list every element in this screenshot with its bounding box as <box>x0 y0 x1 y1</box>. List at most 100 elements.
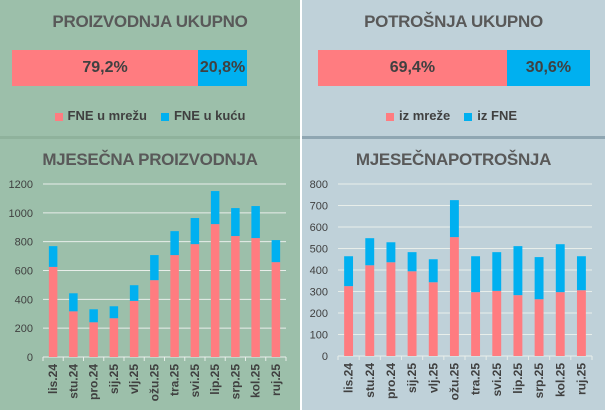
x-tick-label: tra.25 <box>168 364 182 396</box>
y-tick-label: 1000 <box>9 208 33 220</box>
bar-segment-blue <box>513 246 523 296</box>
x-tick-label: lis.24 <box>342 363 356 393</box>
legend-swatch <box>54 112 63 121</box>
consumption-total-title: POTROŠNJA UKUPNO <box>364 12 543 31</box>
y-tick-label: 200 <box>15 323 33 335</box>
y-tick-label: 700 <box>310 201 328 213</box>
x-tick-label: stu.24 <box>363 363 377 398</box>
y-tick-label: 600 <box>310 222 328 234</box>
legend-swatch <box>160 112 169 121</box>
bar-segment-red <box>150 280 159 357</box>
bar-segment-red <box>129 300 139 357</box>
y-tick-label: 600 <box>15 266 33 278</box>
x-tick-label: kol.25 <box>249 364 263 398</box>
bar-segment-red <box>513 295 523 356</box>
bar-segment-blue <box>271 240 281 263</box>
bar-segment-red <box>365 265 375 356</box>
production-total-title: PROIZVODNJA UKUPNO <box>52 12 248 31</box>
y-tick-label: 300 <box>310 287 328 299</box>
x-tick-label: lip.25 <box>511 363 525 394</box>
monthly-production-title: MJESEČNA PROIZVODNJA <box>42 150 258 169</box>
x-tick-label: srp.25 <box>228 364 242 400</box>
legend-swatch <box>464 112 473 121</box>
fne-share-segment: 30,6% <box>506 50 590 86</box>
x-tick-label: ruj.25 <box>269 364 283 396</box>
production-total-panel: PROIZVODNJA UKUPNO 79,2% 20,8% FNE u mre… <box>0 0 300 137</box>
bar-segment-blue <box>365 238 375 266</box>
production-legend: FNE u mrežu FNE u kuću <box>0 108 300 123</box>
home-share-segment: 20,8% <box>198 50 247 86</box>
x-tick-label: pro.24 <box>87 364 101 400</box>
x-tick-label: sij.25 <box>405 363 419 393</box>
y-tick-label: 500 <box>310 244 328 256</box>
bar-segment-blue <box>534 257 544 300</box>
bar-segment-red <box>231 236 240 357</box>
monthly-consumption-title: MJESEČNAPOTROŠNJA <box>355 150 552 169</box>
x-tick-label: srp.25 <box>532 363 546 399</box>
bar-segment-red <box>555 292 565 356</box>
legend-label: FNE u kuću <box>173 108 246 123</box>
bar-segment-blue <box>576 256 586 291</box>
bar-segment-red <box>109 318 119 357</box>
y-tick-label: 800 <box>310 179 328 191</box>
bar-segment-blue <box>251 206 260 239</box>
bar-segment-red <box>344 286 354 356</box>
bar-segment-blue <box>428 259 438 283</box>
bar-segment-red <box>210 224 220 357</box>
x-tick-label: stu.24 <box>66 364 80 399</box>
x-tick-label: sij.25 <box>107 364 121 394</box>
x-tick-label: tra.25 <box>469 363 483 395</box>
bar-segment-red <box>89 322 98 357</box>
bar-segment-blue <box>471 256 481 293</box>
bar-segment-blue <box>89 309 98 323</box>
divider <box>302 136 605 139</box>
bar-segment-blue <box>449 200 459 238</box>
bar-segment-red <box>449 237 459 356</box>
bar-segment-red <box>576 290 586 356</box>
legend-item: iz mreže <box>385 108 451 123</box>
y-tick-label: 800 <box>15 237 33 249</box>
consumption-share-bar: 69,4% 30,6% <box>318 50 590 86</box>
bar-segment-blue <box>386 242 396 263</box>
bar-segment-red <box>69 311 78 357</box>
x-tick-label: ožu.25 <box>147 364 161 402</box>
monthly-consumption-panel: MJESEČNAPOTROŠNJA 0 100 200 300 400 500 600 700… <box>302 139 605 410</box>
legend-item: FNE u kuću <box>160 108 246 123</box>
bar-segment-blue <box>407 252 417 272</box>
bar-segment-blue <box>69 293 78 312</box>
legend-item: iz FNE <box>464 108 517 123</box>
x-tick-label: ožu.25 <box>447 363 461 401</box>
x-tick-label: svi.25 <box>188 364 202 398</box>
y-tick-label: 400 <box>15 294 33 306</box>
y-tick-label: 200 <box>310 308 328 320</box>
consumption-legend: iz mreže iz FNE <box>298 108 605 123</box>
bar-segment-red <box>271 262 281 357</box>
bar-segment-blue <box>109 306 119 319</box>
production-share-bar: 79,2% 20,8% <box>12 50 247 86</box>
x-tick-label: ruj.25 <box>574 363 588 395</box>
bar-segment-red <box>471 292 481 356</box>
x-tick-label: pro.24 <box>384 363 398 399</box>
bar-segment-red <box>48 266 58 357</box>
legend-item: FNE u mrežu <box>54 108 147 123</box>
bar-segment-blue <box>555 244 565 293</box>
x-tick-label: kol.25 <box>553 363 567 397</box>
consumption-total-panel: POTROŠNJA UKUPNO 69,4% 30,6% iz mreže iz… <box>302 0 605 136</box>
y-tick-label: 400 <box>310 265 328 277</box>
bar-segment-red <box>428 282 438 356</box>
grid-share-segment: 69,4% <box>318 50 507 86</box>
bar-segment-blue <box>170 231 179 256</box>
y-tick-label: 0 <box>322 351 328 363</box>
legend-label: iz mreže <box>398 108 451 123</box>
bar-segment-red <box>534 299 544 356</box>
bar-segment-blue <box>231 208 240 237</box>
bar-segment-blue <box>210 191 220 225</box>
y-tick-label: 0 <box>27 352 33 364</box>
x-tick-label: vlj.25 <box>426 363 440 393</box>
bar-segment-red <box>386 262 396 356</box>
y-tick-label: 100 <box>310 330 328 342</box>
bar-segment-red <box>407 271 417 356</box>
x-tick-label: lis.24 <box>46 364 60 394</box>
monthly-consumption-chart: 0 100 200 300 400 500 600 700 800 lis.24 stu.24 pro… <box>310 179 593 401</box>
bar-segment-blue <box>150 255 159 281</box>
